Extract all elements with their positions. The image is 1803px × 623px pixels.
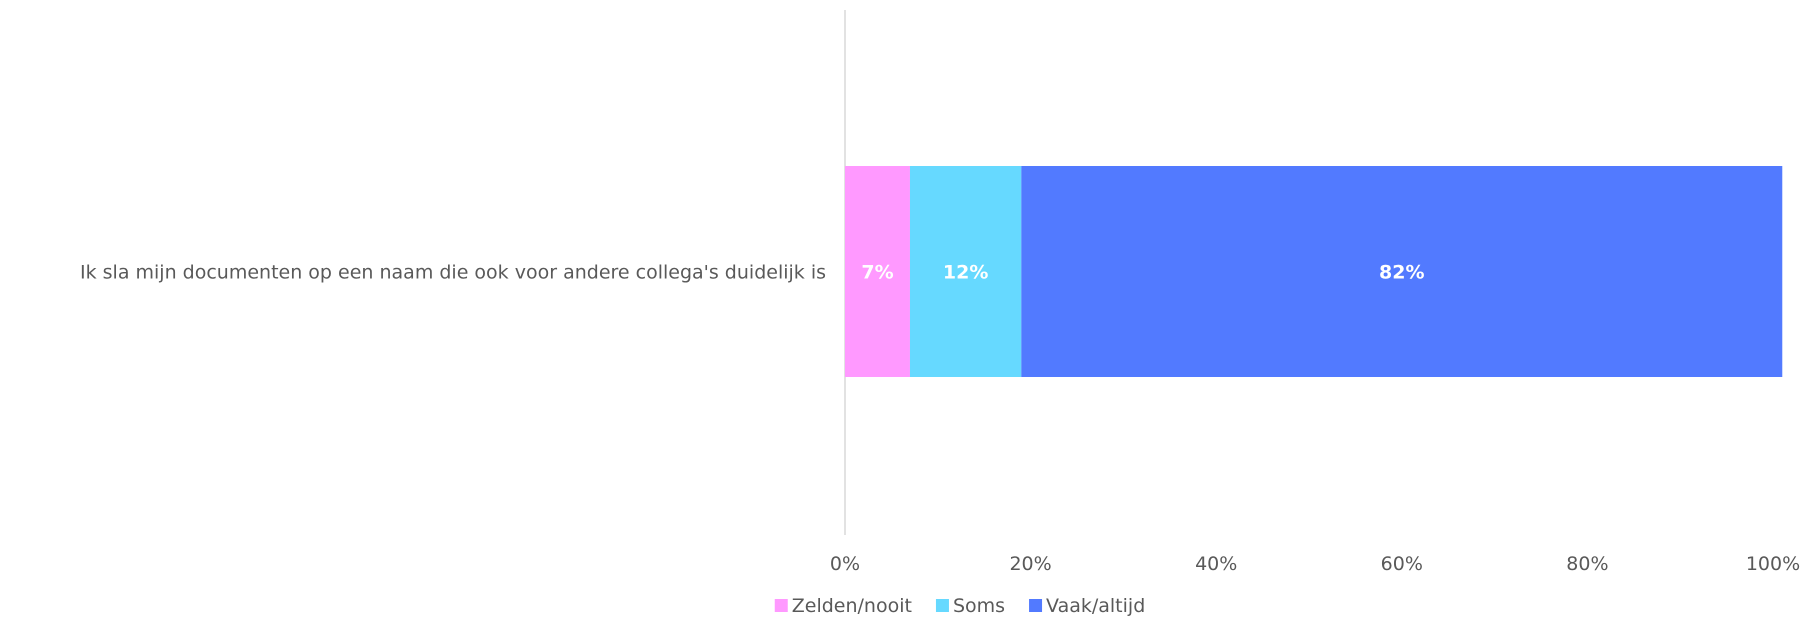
data-label-soms: 12%: [943, 262, 988, 284]
legend-label-soms: Soms: [953, 595, 1005, 617]
legend-label-vaak-altijd: Vaak/altijd: [1046, 595, 1145, 617]
x-axis-tick-labels: 0% 20% 40% 60% 80% 100%: [830, 553, 1800, 575]
legend: Zelden/nooit Soms Vaak/altijd: [774, 595, 1145, 617]
legend-label-zelden-nooit: Zelden/nooit: [792, 595, 912, 617]
x-tick-label: 40%: [1195, 553, 1237, 575]
category-label: Ik sla mijn documenten op een naam die o…: [80, 262, 826, 284]
data-label-zelden-nooit: 7%: [861, 262, 893, 284]
x-tick-label: 20%: [1009, 553, 1051, 575]
x-tick-label: 100%: [1746, 553, 1800, 575]
x-tick-label: 0%: [830, 553, 860, 575]
bar-group: 7% 12% 82%: [845, 166, 1783, 377]
category-labels: Ik sla mijn documenten op een naam die o…: [80, 262, 826, 284]
legend-swatch-zelden-nooit: [774, 599, 788, 612]
legend-swatch-soms: [935, 599, 949, 612]
bar-segment-soms: [909, 166, 1022, 377]
bar-segment-vaak-altijd: [1021, 166, 1783, 377]
x-tick-label: 80%: [1566, 553, 1608, 575]
data-label-vaak-altijd: 82%: [1379, 262, 1424, 284]
legend-swatch-vaak-altijd: [1029, 599, 1043, 612]
bar-segment-zelden-nooit: [845, 166, 910, 377]
x-tick-label: 60%: [1381, 553, 1423, 575]
